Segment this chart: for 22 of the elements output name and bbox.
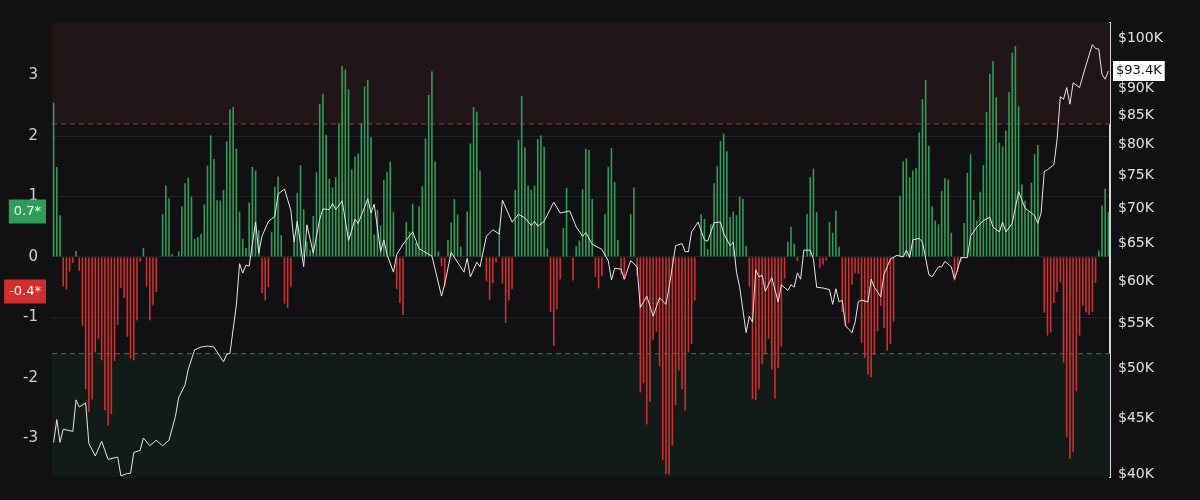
y2-tick-label: $90K [1118,79,1155,96]
text: -0.4* [9,282,42,298]
y2-tick-label: $45K [1118,409,1155,426]
y-tick-label: 2 [28,125,38,144]
y2-tick-label: $100K [1118,29,1164,46]
y2-tick-label: $70K [1118,198,1155,215]
y2-tick-label: $50K [1118,359,1155,376]
y2-tick-label: $80K [1118,135,1155,152]
y-tick-label: -3 [23,428,38,447]
y2-tick-label: $40K [1118,465,1155,482]
text: $93.4K [1116,62,1163,78]
y-tick-label: 0 [28,246,38,265]
y2-tick-label: $75K [1118,166,1155,183]
text: 0.7* [13,202,42,218]
y-tick-label: 1 [28,186,38,205]
y-tick-label: -1 [23,307,38,326]
y-tick-label: 3 [28,65,38,84]
y2-tick-label: $60K [1118,272,1155,289]
y-tick-label: -2 [23,367,38,386]
y2-tick-label: $85K [1118,106,1155,123]
y2-tick-label: $65K [1118,234,1155,251]
y2-tick-label: $55K [1118,313,1155,330]
